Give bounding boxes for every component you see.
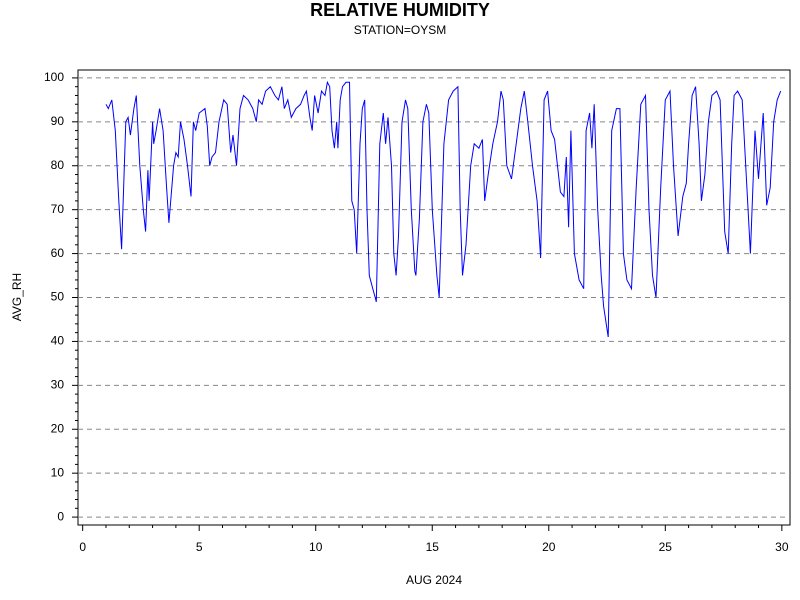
x-tick-label: 20 (542, 540, 556, 554)
y-tick-label: 10 (51, 465, 65, 479)
y-axis-label: AVG_RH (10, 273, 24, 321)
chart-title: RELATIVE HUMIDITY (310, 0, 490, 20)
y-tick-label: 60 (51, 246, 65, 260)
y-tick-label: 80 (51, 158, 65, 172)
y-tick-label: 40 (51, 334, 65, 348)
y-tick-label: 70 (51, 202, 65, 216)
x-tick-label: 5 (196, 540, 203, 554)
x-tick-label: 0 (79, 540, 86, 554)
y-tick-label: 0 (57, 509, 64, 523)
x-tick-label: 30 (775, 540, 789, 554)
y-tick-label: 100 (44, 70, 64, 84)
y-tick-label: 20 (51, 421, 65, 435)
y-tick-label: 50 (51, 290, 65, 304)
x-axis-label: AUG 2024 (406, 573, 462, 587)
chart-subtitle: STATION=OYSM (354, 23, 447, 37)
x-tick-label: 10 (309, 540, 323, 554)
y-tick-label: 90 (51, 114, 65, 128)
x-tick-label: 15 (426, 540, 440, 554)
x-tick-label: 25 (659, 540, 673, 554)
data-line (105, 80, 782, 338)
y-tick-label: 30 (51, 378, 65, 392)
